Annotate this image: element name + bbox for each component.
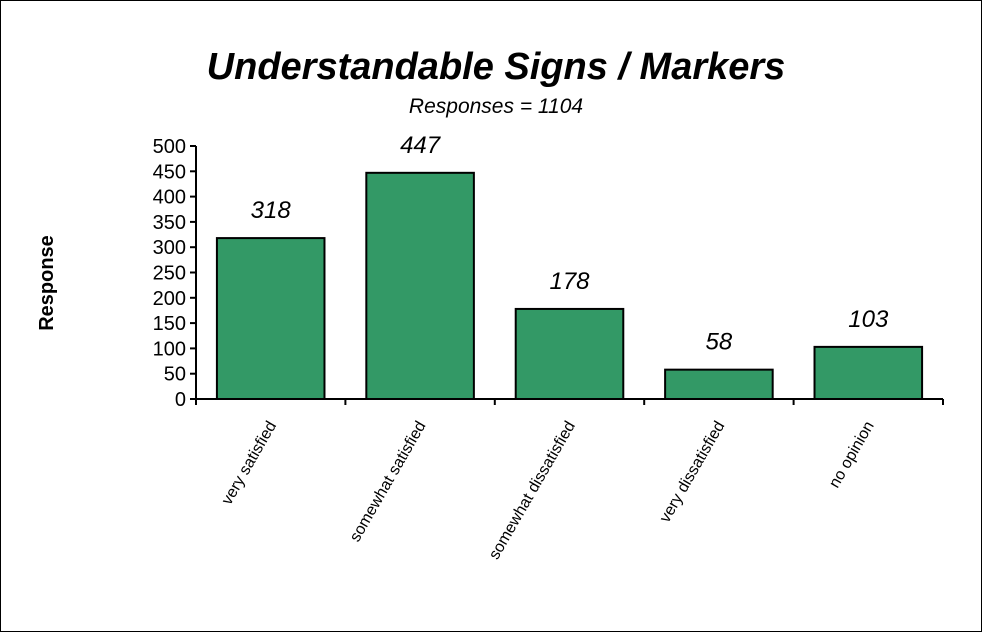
x-tick-label-4: no opinion	[826, 419, 878, 491]
bar-2	[514, 307, 625, 401]
data-label-4: 103	[848, 306, 889, 333]
data-label-2: 178	[549, 268, 590, 295]
x-tick-label-3: very dissatisfied	[657, 419, 729, 526]
data-label-1: 447	[400, 132, 442, 159]
bar-1	[365, 171, 475, 400]
bar-0	[215, 237, 326, 400]
y-axis-label: Response	[36, 235, 58, 331]
x-tick-label-0: very satisfied	[219, 419, 280, 508]
data-label-0: 318	[251, 197, 292, 224]
y-tick-label-7: 350	[153, 212, 186, 234]
data-labels-group: 318 447 178 58 103	[251, 132, 889, 356]
y-tick-label-8: 400	[153, 187, 186, 209]
bars-group	[215, 171, 924, 401]
chart-subtitle: Responses = 1104	[409, 95, 583, 118]
bar-4	[813, 345, 924, 400]
y-tick-label-1: 50	[164, 364, 186, 386]
x-tick-labels-group: very satisfied somewhat satisfied somewhat…	[219, 419, 878, 563]
y-tick-label-2: 100	[153, 338, 186, 360]
y-tick-label-4: 200	[153, 288, 186, 310]
chart-title: Understandable Signs / Markers	[207, 46, 786, 88]
data-label-3: 58	[706, 329, 733, 356]
x-tick-label-1: somewhat satisfied	[347, 419, 430, 545]
y-tick-label-9: 450	[153, 161, 186, 183]
y-tick-label-3: 150	[153, 313, 186, 335]
x-tick-label-2: somewhat dissatisfied	[486, 419, 579, 563]
y-ticks-group: 0 50 100 150 200 250 300 350 400 450 500	[153, 136, 196, 411]
y-tick-label-5: 250	[153, 263, 186, 285]
y-tick-label-0: 0	[175, 389, 186, 411]
y-tick-label-10: 500	[153, 136, 186, 158]
bar-3	[664, 368, 774, 401]
y-tick-label-6: 300	[153, 237, 186, 259]
